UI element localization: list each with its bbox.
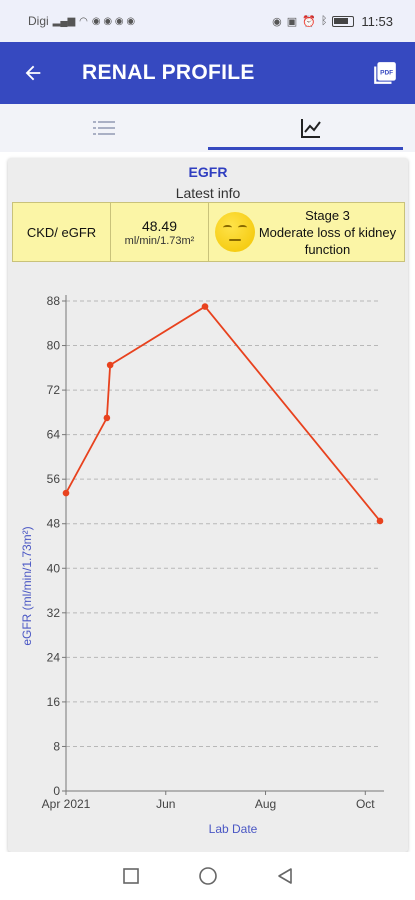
y-tick-label: 64 (47, 428, 61, 442)
x-tick-label: Jun (156, 797, 175, 811)
face-emoji-icon (215, 212, 255, 252)
y-tick-label: 56 (47, 472, 61, 486)
tab-bar (0, 104, 415, 152)
signal-icon: ▂▄▆ (52, 15, 76, 27)
y-tick-label: 88 (47, 294, 61, 308)
alarm-icon: ⏰ (302, 15, 316, 28)
status-right: ◉ ▣ ⏰ ᛒ 11:53 (272, 14, 393, 29)
data-point (106, 361, 114, 369)
page-title: RENAL PROFILE (82, 61, 255, 84)
triangle-back-icon[interactable] (276, 867, 294, 885)
egfr-value: 48.49 (141, 217, 178, 234)
svg-text:PDF: PDF (380, 70, 393, 77)
pdf-export-button[interactable]: PDF (355, 42, 415, 104)
app-bar: RENAL PROFILE PDF (0, 42, 415, 104)
y-tick-label: 8 (53, 739, 60, 753)
status-left: Digi ▂▄▆ ◠ ◉ ◉ ◉ ◉ (28, 14, 135, 28)
card-subtitle: Latest info (175, 185, 241, 201)
data-point (62, 489, 70, 497)
egfr-line-chart: 0 8 16 24 32 40 48 56 64 72 80 88 Apr 2021 Jun Aug Oct L… (20, 294, 384, 836)
y-tick-label: 72 (47, 383, 61, 397)
system-nav-bar (0, 852, 415, 900)
data-point (201, 303, 209, 310)
y-axis-label: eGFR (ml/min/1.73m²) (20, 526, 34, 645)
stage-line1: Stage 3 (305, 207, 350, 223)
egfr-series-line (65, 305, 381, 522)
wifi-icon: ◠ (79, 15, 88, 27)
y-tick-label: 80 (47, 339, 61, 353)
pdf-icon: PDF (374, 62, 396, 84)
y-tick-label: 48 (47, 517, 61, 531)
x-tick-label: Aug (255, 797, 276, 811)
card-title: EGFR (188, 164, 228, 180)
nfc-icon: ▣ (286, 15, 298, 28)
egfr-card: EGFR Latest info CKD/ eGFR 48.49 ml/min/… (8, 158, 408, 852)
eye-icon: ◉ (272, 15, 282, 28)
circle-icon[interactable] (198, 866, 218, 886)
back-button[interactable] (0, 42, 66, 104)
y-tick-label: 40 (47, 561, 61, 575)
stage-cell: Stage 3 Moderate loss of kidney function (209, 203, 404, 261)
battery-icon (332, 15, 355, 27)
list-icon (92, 121, 115, 135)
data-point (103, 414, 111, 422)
info-value-cell: 48.49 ml/min/1.73m² (111, 203, 209, 261)
y-tick-label: 16 (47, 695, 61, 709)
tab-chart[interactable] (207, 104, 415, 152)
y-tick-label: 32 (47, 606, 61, 620)
notification-icons: ◉ ◉ ◉ ◉ (91, 15, 136, 27)
status-time: 11:53 (361, 13, 393, 29)
stage-text: Stage 3 Moderate loss of kidney function (255, 207, 400, 258)
status-bar: Digi ▂▄▆ ◠ ◉ ◉ ◉ ◉ ◉ ▣ ⏰ ᛒ 11:53 (0, 0, 415, 42)
stage-line2: Moderate loss of kidney function (258, 224, 397, 257)
latest-info-table: CKD/ eGFR 48.49 ml/min/1.73m² Stage 3 Mo… (12, 202, 405, 262)
chart-line-icon (301, 119, 322, 138)
square-icon[interactable] (122, 867, 140, 885)
bluetooth-icon: ᛒ (320, 15, 328, 27)
arrow-left-icon (25, 65, 41, 81)
x-tick-label: Oct (356, 797, 375, 811)
y-tick-label: 24 (47, 650, 61, 664)
carrier-label: Digi (28, 14, 49, 28)
egfr-unit: ml/min/1.73m² (124, 234, 195, 247)
egfr-chart: 0 8 16 24 32 40 48 56 64 72 80 88 Apr 2021 Jun Aug Oct L… (8, 268, 408, 848)
data-point (376, 517, 384, 525)
x-axis-label: Lab Date (209, 822, 258, 836)
info-label: CKD/ eGFR (13, 203, 111, 261)
y-tick-label: 0 (53, 784, 60, 798)
x-tick-label: Apr 2021 (42, 797, 91, 811)
tab-list[interactable] (0, 104, 208, 152)
